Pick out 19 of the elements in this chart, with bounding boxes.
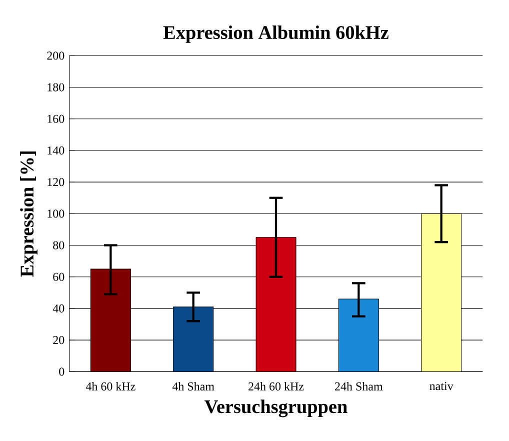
y-tick-label: 120 xyxy=(48,178,64,186)
y-tick-label: 140 xyxy=(48,146,64,155)
y-tick-label: 180 xyxy=(48,83,64,92)
x-tick-label: 4h Sham xyxy=(172,382,214,391)
y-tick-label: 200 xyxy=(47,52,64,60)
y-tick-label: 160 xyxy=(48,114,64,123)
chart-title: Expression Albumin 60kHz xyxy=(163,26,388,43)
x-tick-label: 24h Sham xyxy=(335,382,383,391)
x-tick-label: 4h 60 kHz xyxy=(86,382,136,391)
y-tick-label: 20 xyxy=(53,336,64,344)
y-tick-label: 0 xyxy=(59,368,64,376)
x-tick-label: 24h 60 kHz xyxy=(248,382,304,391)
x-tick-label: nativ xyxy=(430,382,454,390)
y-tick-label: 60 xyxy=(53,272,64,281)
y-tick-label: 40 xyxy=(52,304,64,313)
y-tick-label: 80 xyxy=(53,241,64,250)
y-tick-label: 100 xyxy=(48,210,64,218)
x-axis-title: Versuchsgruppen xyxy=(204,400,348,418)
y-axis-title: Expression [%] xyxy=(20,152,38,277)
